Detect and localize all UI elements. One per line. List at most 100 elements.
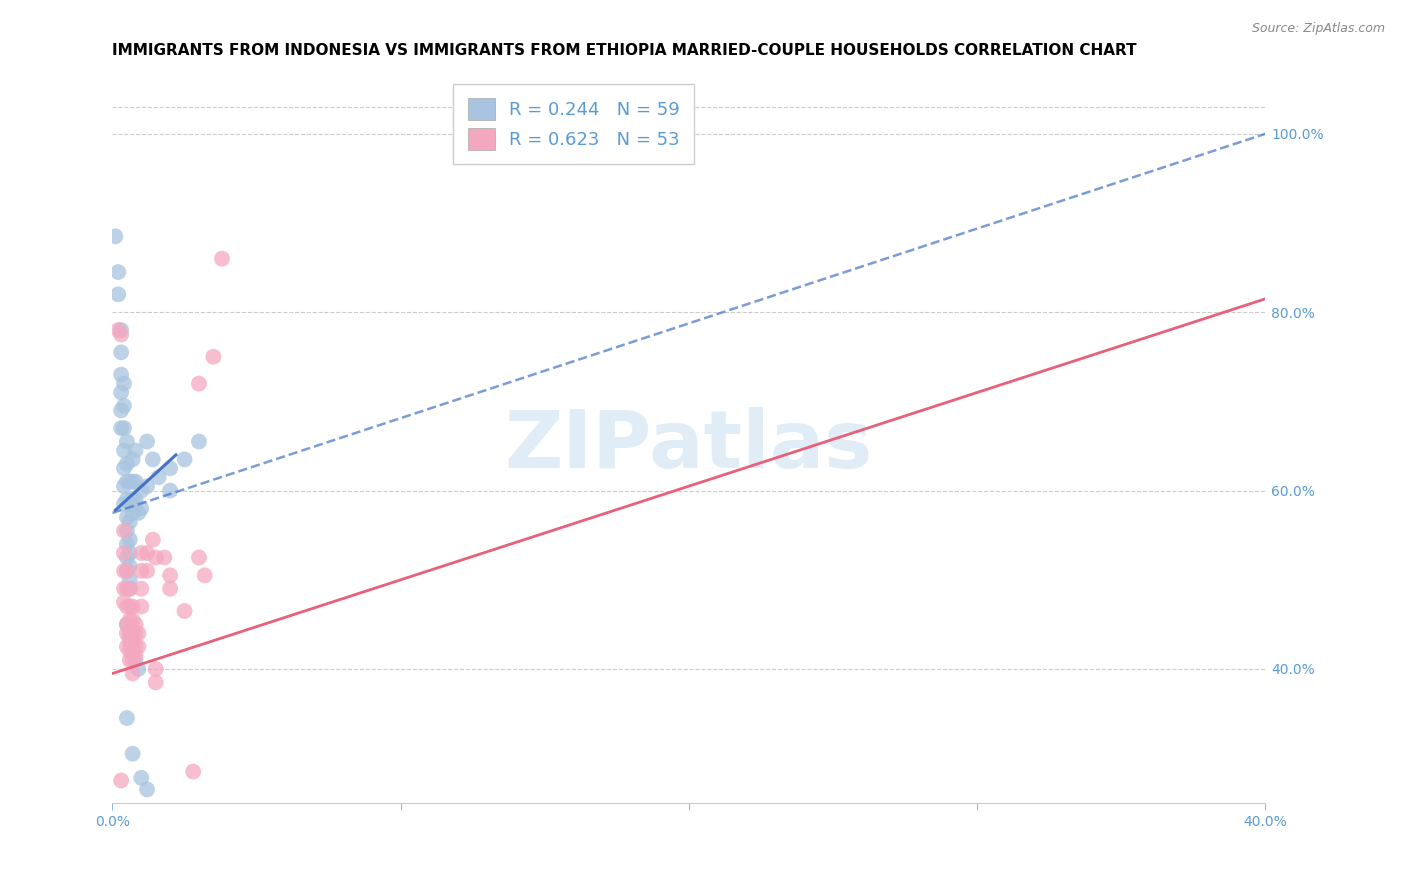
Point bbox=[121, 635, 143, 649]
Point bbox=[127, 662, 149, 676]
Point bbox=[121, 653, 143, 667]
Point bbox=[136, 546, 159, 560]
Point bbox=[188, 550, 211, 565]
Point bbox=[121, 644, 143, 658]
Point bbox=[115, 626, 138, 640]
Point bbox=[181, 764, 204, 779]
Point bbox=[115, 510, 138, 524]
Point bbox=[112, 524, 135, 538]
Point bbox=[118, 559, 141, 574]
Point bbox=[136, 782, 159, 797]
Point bbox=[112, 546, 135, 560]
Point bbox=[112, 595, 135, 609]
Point bbox=[127, 626, 149, 640]
Point bbox=[118, 475, 141, 489]
Point bbox=[115, 550, 138, 565]
Point bbox=[118, 653, 141, 667]
Point bbox=[118, 582, 141, 596]
Point bbox=[136, 564, 159, 578]
Point bbox=[153, 550, 176, 565]
Point bbox=[121, 613, 143, 627]
Point bbox=[121, 747, 143, 761]
Point bbox=[145, 550, 167, 565]
Point bbox=[136, 479, 159, 493]
Point bbox=[124, 617, 146, 632]
Point bbox=[112, 421, 135, 435]
Point bbox=[115, 711, 138, 725]
Point bbox=[115, 582, 138, 596]
Point bbox=[121, 506, 143, 520]
Point bbox=[110, 368, 132, 382]
Point bbox=[124, 443, 146, 458]
Point bbox=[124, 626, 146, 640]
Point bbox=[110, 345, 132, 359]
Point bbox=[115, 434, 138, 449]
Point bbox=[115, 617, 138, 632]
Point bbox=[118, 515, 141, 529]
Point bbox=[107, 323, 129, 337]
Point bbox=[112, 497, 135, 511]
Point bbox=[129, 483, 153, 498]
Point bbox=[129, 564, 153, 578]
Point bbox=[115, 457, 138, 471]
Point bbox=[118, 599, 141, 614]
Point bbox=[110, 773, 132, 788]
Point bbox=[121, 666, 143, 681]
Point bbox=[115, 564, 138, 578]
Point bbox=[145, 662, 167, 676]
Point bbox=[127, 506, 149, 520]
Point bbox=[104, 229, 127, 244]
Point bbox=[115, 599, 138, 614]
Point bbox=[112, 461, 135, 475]
Point bbox=[124, 653, 146, 667]
Point bbox=[110, 421, 132, 435]
Point bbox=[121, 644, 143, 658]
Point bbox=[145, 675, 167, 690]
Text: ZIPatlas: ZIPatlas bbox=[505, 407, 873, 485]
Text: Source: ZipAtlas.com: Source: ZipAtlas.com bbox=[1251, 22, 1385, 36]
Point bbox=[107, 265, 129, 279]
Point bbox=[148, 470, 170, 484]
Point bbox=[118, 635, 141, 649]
Point bbox=[173, 604, 195, 618]
Point bbox=[159, 582, 181, 596]
Point bbox=[127, 640, 149, 654]
Point bbox=[124, 640, 146, 654]
Point bbox=[112, 582, 135, 596]
Point bbox=[118, 613, 141, 627]
Point bbox=[112, 399, 135, 413]
Point bbox=[118, 582, 141, 596]
Point bbox=[118, 546, 141, 560]
Point bbox=[121, 599, 143, 614]
Point bbox=[115, 617, 138, 632]
Point bbox=[110, 327, 132, 342]
Point bbox=[124, 492, 146, 507]
Point bbox=[129, 599, 153, 614]
Point bbox=[129, 582, 153, 596]
Point bbox=[110, 403, 132, 417]
Point bbox=[159, 461, 181, 475]
Point bbox=[129, 771, 153, 785]
Point bbox=[159, 483, 181, 498]
Point bbox=[142, 452, 165, 467]
Point bbox=[107, 287, 129, 301]
Point bbox=[121, 626, 143, 640]
Point bbox=[112, 479, 135, 493]
Point bbox=[188, 376, 211, 391]
Point bbox=[118, 631, 141, 645]
Point bbox=[115, 475, 138, 489]
Point bbox=[118, 533, 141, 547]
Point bbox=[110, 385, 132, 400]
Point bbox=[188, 434, 211, 449]
Point bbox=[211, 252, 233, 266]
Point bbox=[112, 443, 135, 458]
Point bbox=[142, 533, 165, 547]
Point bbox=[121, 452, 143, 467]
Point bbox=[115, 640, 138, 654]
Point bbox=[112, 564, 135, 578]
Point bbox=[112, 376, 135, 391]
Point bbox=[159, 568, 181, 582]
Legend: R = 0.244   N = 59, R = 0.623   N = 53: R = 0.244 N = 59, R = 0.623 N = 53 bbox=[453, 84, 695, 164]
Point bbox=[118, 497, 141, 511]
Point bbox=[202, 350, 225, 364]
